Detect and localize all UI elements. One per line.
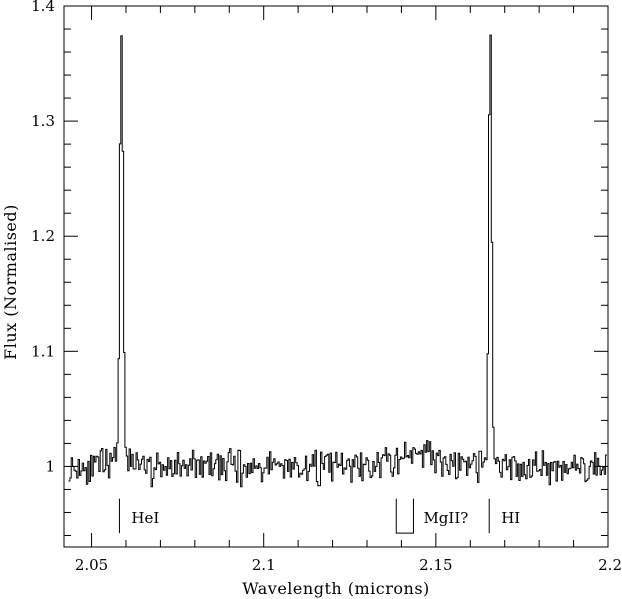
plot-frame [63,5,609,548]
x-tick-label: 2.05 [75,556,108,574]
y-axis-title: Flux (Normalised) [1,204,20,360]
y-tick-label: 1.2 [31,227,55,245]
axis-ticks [64,5,609,547]
x-tick-label: 2.15 [419,556,452,574]
spectrum-series-line [68,34,607,488]
annotation-bracket [395,498,414,534]
annotation-label: HI [501,509,520,527]
tick-labels: 2.05 2.1 2.15 2.2 1 1.1 1.2 1.3 1.4 [31,0,622,574]
annotation-label: HeI [131,509,159,527]
line-annotations: HeI MgII? HI [118,498,520,534]
y-tick-label: 1.4 [31,0,55,15]
y-tick-label: 1 [45,457,55,475]
x-tick-label: 2.1 [252,556,276,574]
y-tick-label: 1.3 [31,112,55,130]
annotation-label: MgII? [423,509,468,527]
x-axis-title: Wavelength (microns) [242,579,430,598]
y-tick-label: 1.1 [31,342,55,360]
x-tick-label: 2.2 [598,556,622,574]
